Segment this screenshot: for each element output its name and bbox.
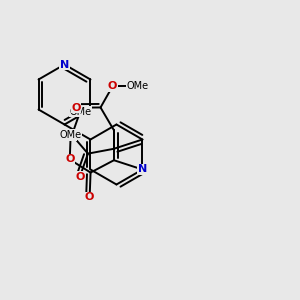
Text: OMe: OMe <box>69 107 91 117</box>
Text: O: O <box>85 192 94 202</box>
Text: OMe: OMe <box>60 130 82 140</box>
Text: O: O <box>65 154 74 164</box>
Text: N: N <box>60 59 69 70</box>
Text: OMe: OMe <box>126 81 148 91</box>
Text: O: O <box>75 172 85 182</box>
Text: O: O <box>67 130 76 140</box>
Text: N: N <box>138 164 147 175</box>
Text: O: O <box>71 103 81 113</box>
Text: O: O <box>108 81 117 91</box>
